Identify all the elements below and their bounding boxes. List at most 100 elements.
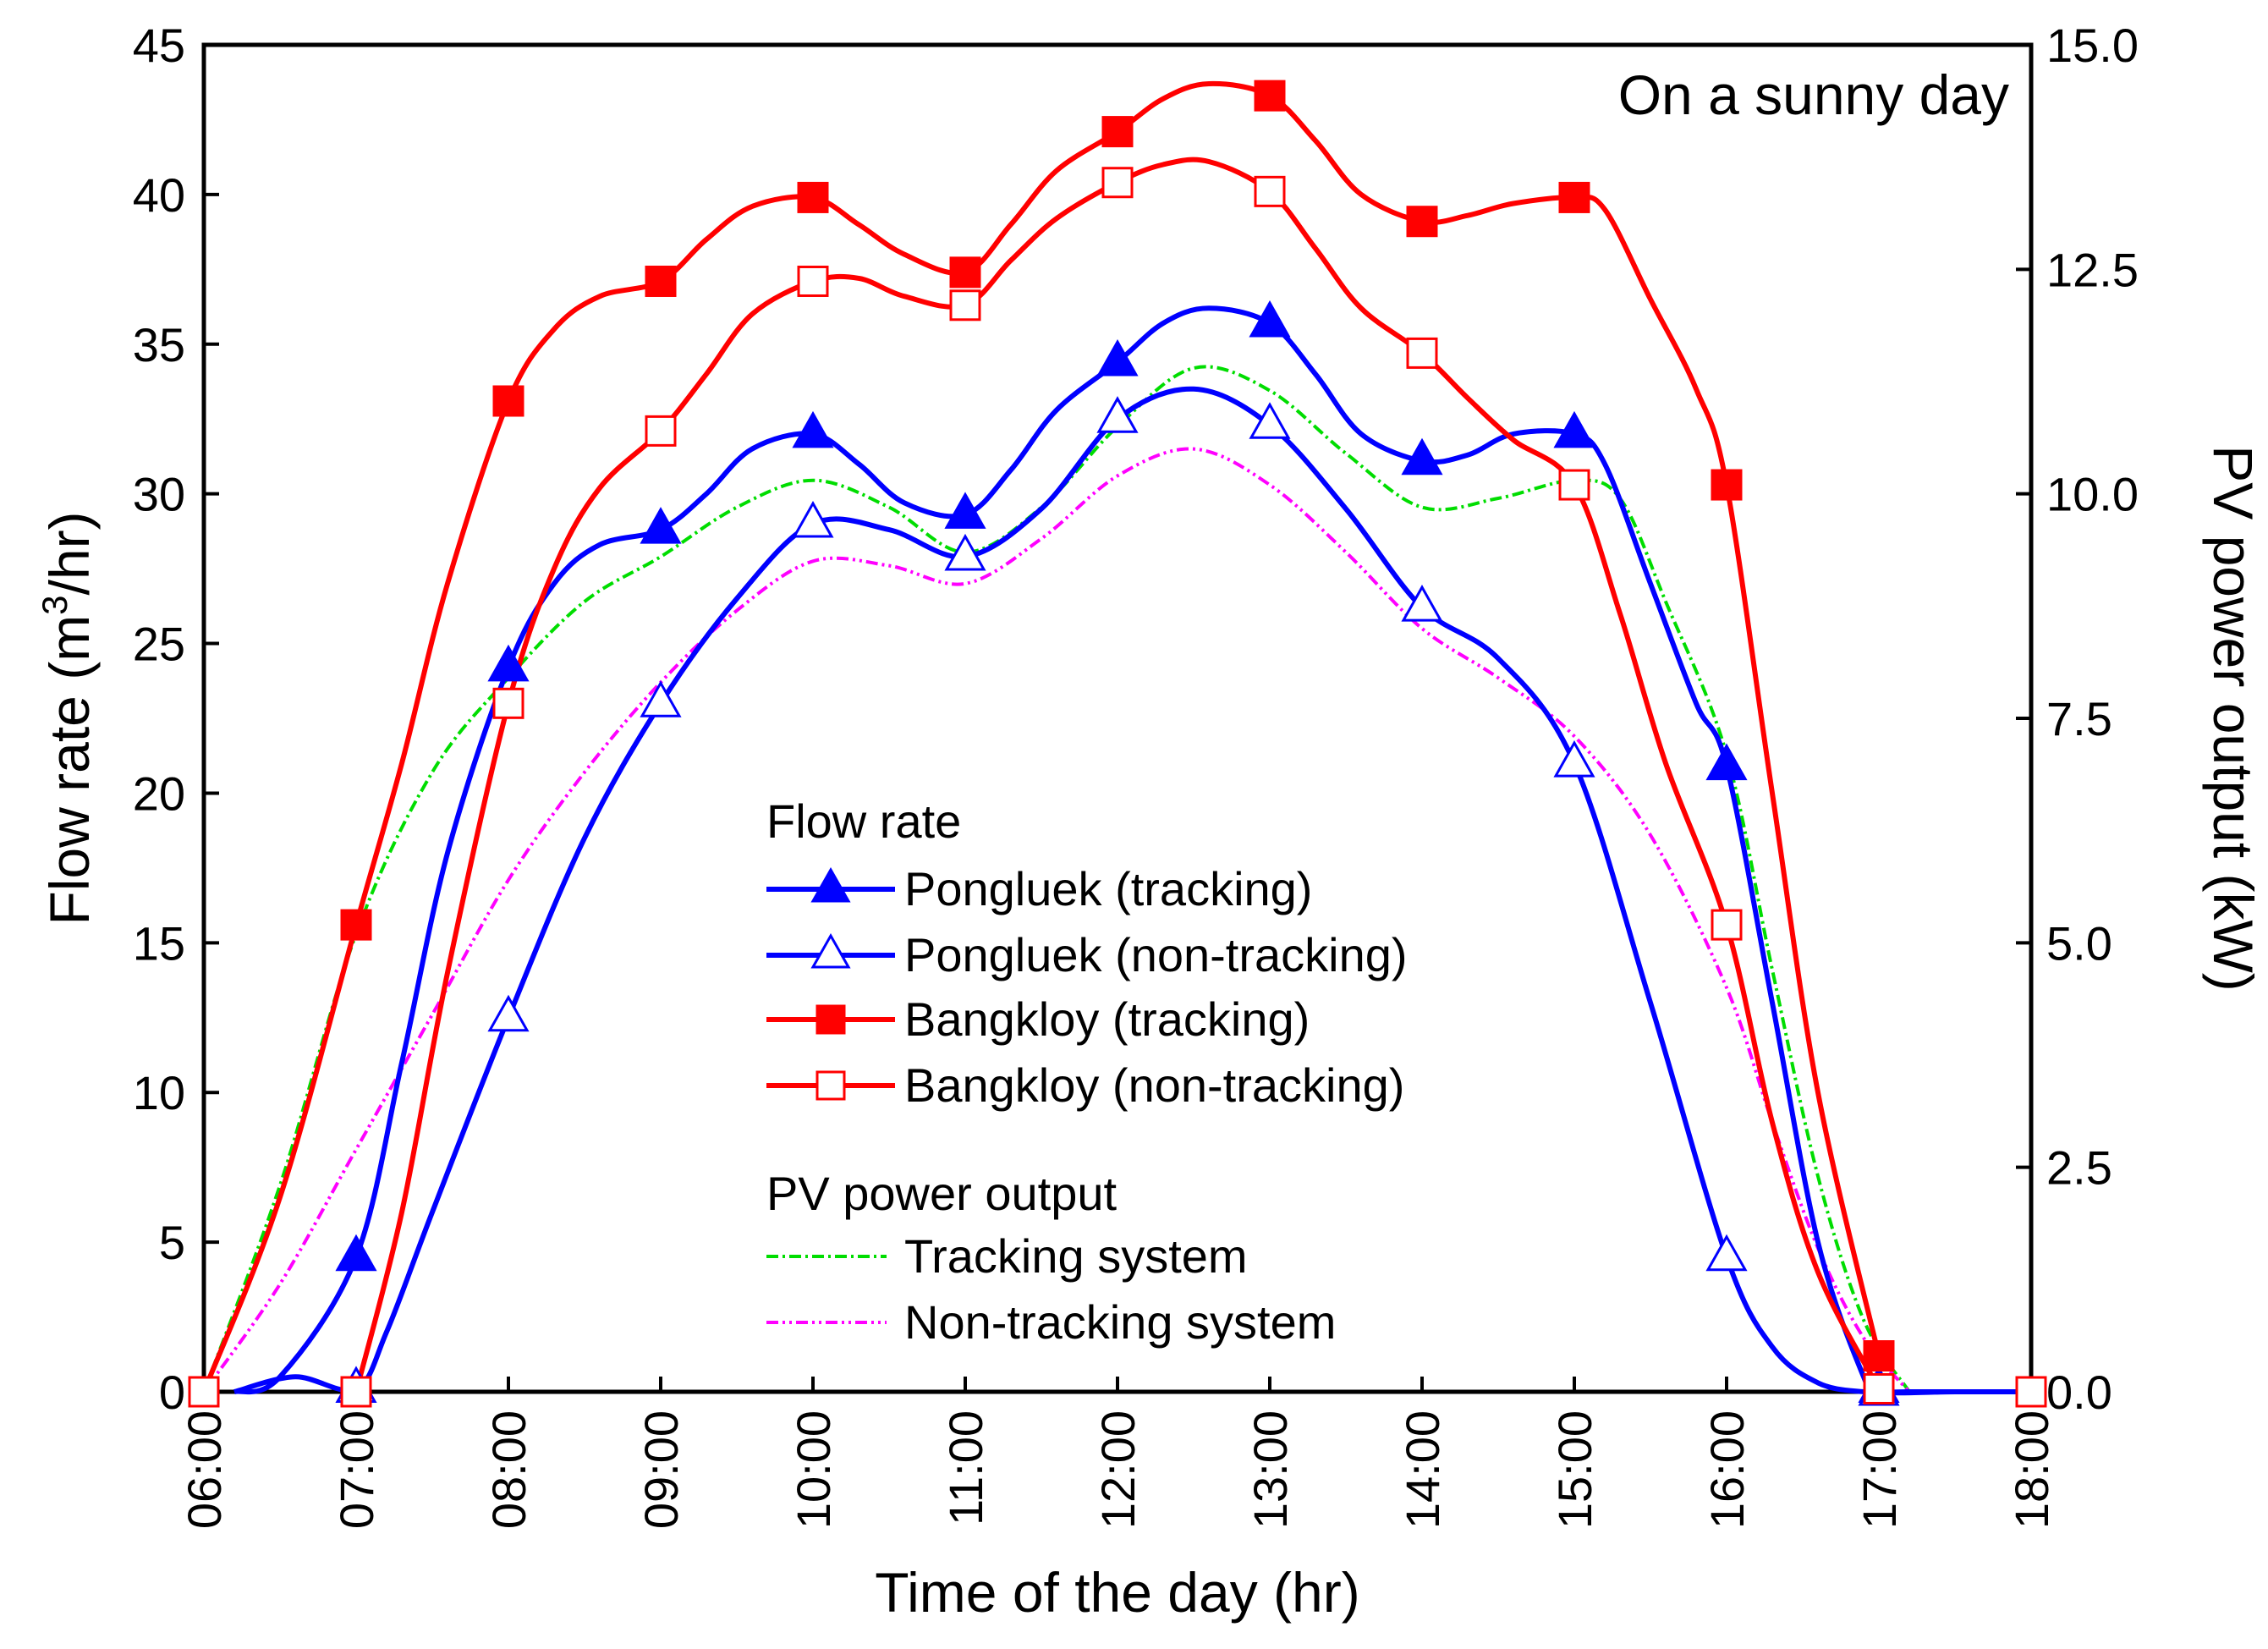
series-line-tracking-system xyxy=(202,365,1911,1393)
data-point-square-filled xyxy=(797,181,829,213)
axis-ticks xyxy=(202,43,2033,1393)
data-point-triangle-filled xyxy=(792,410,834,448)
data-point-square-filled xyxy=(1254,80,1286,112)
legend-pv-title: PV power output xyxy=(766,1167,1117,1220)
legend-item-bangkloy-non-tracking: Bangkloy (non-tracking) xyxy=(766,1058,1404,1112)
data-point-square-open xyxy=(492,687,524,719)
y-right-tick-label: 5.0 xyxy=(2046,916,2112,970)
x-tick-label: 10:00 xyxy=(787,1410,840,1529)
data-point-triangle-open xyxy=(1096,396,1139,433)
legend-label: Tracking system xyxy=(904,1229,1248,1283)
y-right-axis-label: PV power output (kW) xyxy=(2202,445,2265,992)
y-right-tick-label: 7.5 xyxy=(2046,692,2112,745)
data-point-triangle-filled xyxy=(944,492,986,529)
series-line-pongluek-non-tracking xyxy=(233,386,2031,1395)
y-left-label-end: /hr) xyxy=(38,511,101,595)
x-tick-label: 15:00 xyxy=(1548,1410,1601,1529)
legend-marker-square-filled xyxy=(815,1004,846,1035)
legend-item-pongluek-tracking: Pongluek (tracking) xyxy=(766,862,1312,915)
y-left-tick-labels: 0 5 10 15 20 25 30 35 40 45 xyxy=(133,19,185,1419)
y-left-tick-label: 40 xyxy=(133,168,185,222)
marker-layer xyxy=(188,80,2047,1408)
data-point-triangle-filled xyxy=(1249,300,1291,338)
legend-flow-title: Flow rate xyxy=(766,794,961,848)
data-point-square-open xyxy=(797,265,829,297)
y-left-label-sup: 3 xyxy=(35,595,74,614)
data-point-square-open xyxy=(1863,1372,1895,1404)
x-tick-label: 13:00 xyxy=(1244,1410,1297,1529)
y-right-tick-label: 10.0 xyxy=(2046,468,2139,521)
data-point-square-open xyxy=(188,1376,220,1408)
data-point-triangle-filled xyxy=(1553,410,1595,448)
legend-marker-triangle-filled xyxy=(810,866,851,903)
legend: Flow rate Pongluek (tracking) Pongluek (… xyxy=(766,794,1408,1349)
x-tick-label: 11:00 xyxy=(939,1410,992,1525)
x-tick-label: 16:00 xyxy=(1700,1410,1754,1529)
data-point-triangle-open xyxy=(944,533,986,571)
data-point-triangle-open xyxy=(1401,585,1443,622)
data-point-square-open xyxy=(1101,167,1134,199)
legend-label: Pongluek (non-tracking) xyxy=(904,928,1408,981)
y-right-tick-label: 0.0 xyxy=(2046,1366,2112,1419)
legend-label: Pongluek (tracking) xyxy=(904,862,1312,915)
data-point-square-open xyxy=(1406,337,1438,369)
legend-label: Non-tracking system xyxy=(904,1295,1336,1349)
y-right-tick-label: 2.5 xyxy=(2046,1141,2112,1195)
x-axis-label: Time of the day (hr) xyxy=(875,1561,1359,1624)
data-point-square-filled xyxy=(1863,1340,1895,1372)
y-left-tick-label: 35 xyxy=(133,318,185,371)
y-left-tick-label: 10 xyxy=(133,1066,185,1119)
legend-marker-triangle-open xyxy=(810,932,851,969)
y-left-tick-label: 25 xyxy=(133,618,185,671)
x-tick-label: 09:00 xyxy=(634,1410,688,1529)
data-point-square-open xyxy=(949,289,981,322)
plot-frame xyxy=(201,42,2034,1394)
y-right-tick-labels: 0.0 2.5 5.0 7.5 10.0 12.5 15.0 xyxy=(2046,19,2139,1419)
series-line-bangkloy-tracking xyxy=(201,80,1881,1393)
y-left-tick-label: 30 xyxy=(133,468,185,521)
data-point-square-filled xyxy=(949,256,981,289)
y-right-tick-label: 15.0 xyxy=(2046,19,2139,72)
x-tick-label: 18:00 xyxy=(2005,1410,2058,1529)
data-point-triangle-filled xyxy=(1705,743,1748,781)
legend-item-bangkloy-tracking: Bangkloy (tracking) xyxy=(766,992,1310,1046)
series-layer xyxy=(201,80,2031,1396)
legend-marker-square-open xyxy=(815,1070,846,1101)
y-left-tick-label: 20 xyxy=(133,767,185,820)
data-point-square-filled xyxy=(1558,181,1590,213)
y-left-tick-label: 0 xyxy=(159,1366,185,1419)
data-point-square-filled xyxy=(1406,206,1438,238)
data-point-square-open xyxy=(645,415,677,447)
y-left-label-main: Flow rate (m xyxy=(38,615,101,926)
data-point-triangle-open xyxy=(792,500,834,538)
data-point-triangle-open xyxy=(1705,1234,1748,1272)
data-point-square-open xyxy=(2015,1376,2047,1408)
y-left-tick-label: 15 xyxy=(133,916,185,970)
x-tick-label: 06:00 xyxy=(178,1410,231,1529)
data-point-triangle-filled xyxy=(335,1234,377,1272)
data-point-triangle-filled xyxy=(640,507,682,544)
x-tick-label: 12:00 xyxy=(1091,1410,1145,1529)
data-point-square-open xyxy=(1254,175,1286,207)
data-point-triangle-open xyxy=(487,994,530,1032)
data-point-triangle-filled xyxy=(1096,338,1139,377)
data-point-triangle-open xyxy=(1249,402,1291,439)
data-point-square-open xyxy=(1558,469,1590,501)
y-left-tick-label: 5 xyxy=(159,1216,185,1269)
legend-label: Bangkloy (non-tracking) xyxy=(904,1058,1404,1112)
data-point-square-filled xyxy=(492,385,524,417)
y-left-tick-label: 45 xyxy=(133,19,185,72)
data-point-square-filled xyxy=(1711,469,1743,501)
x-tick-labels: 06:00 07:00 08:00 09:00 10:00 11:00 12:00 13:00… xyxy=(178,1410,2058,1529)
series-line-non-tracking-system xyxy=(202,447,1911,1393)
y-right-tick-label: 12.5 xyxy=(2046,243,2139,296)
data-point-triangle-filled xyxy=(487,644,530,682)
data-point-square-filled xyxy=(645,265,677,297)
legend-item-non-tracking-system: Non-tracking system xyxy=(766,1295,1336,1349)
data-point-square-open xyxy=(1711,909,1743,941)
chart-title: On a sunny day xyxy=(1618,63,2009,126)
legend-item-tracking-system: Tracking system xyxy=(766,1229,1248,1283)
legend-item-pongluek-non-tracking: Pongluek (non-tracking) xyxy=(766,928,1408,981)
data-point-triangle-open xyxy=(640,680,682,717)
